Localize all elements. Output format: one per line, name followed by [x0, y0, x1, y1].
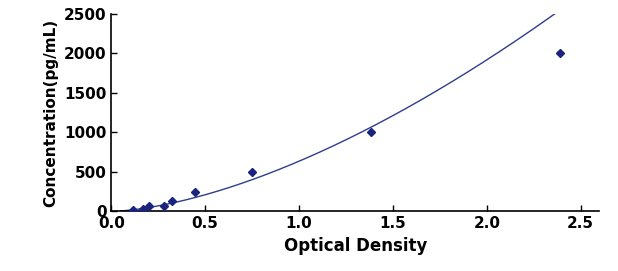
Y-axis label: Concentration(pg/mL): Concentration(pg/mL)	[43, 18, 58, 207]
X-axis label: Optical Density: Optical Density	[284, 237, 427, 255]
